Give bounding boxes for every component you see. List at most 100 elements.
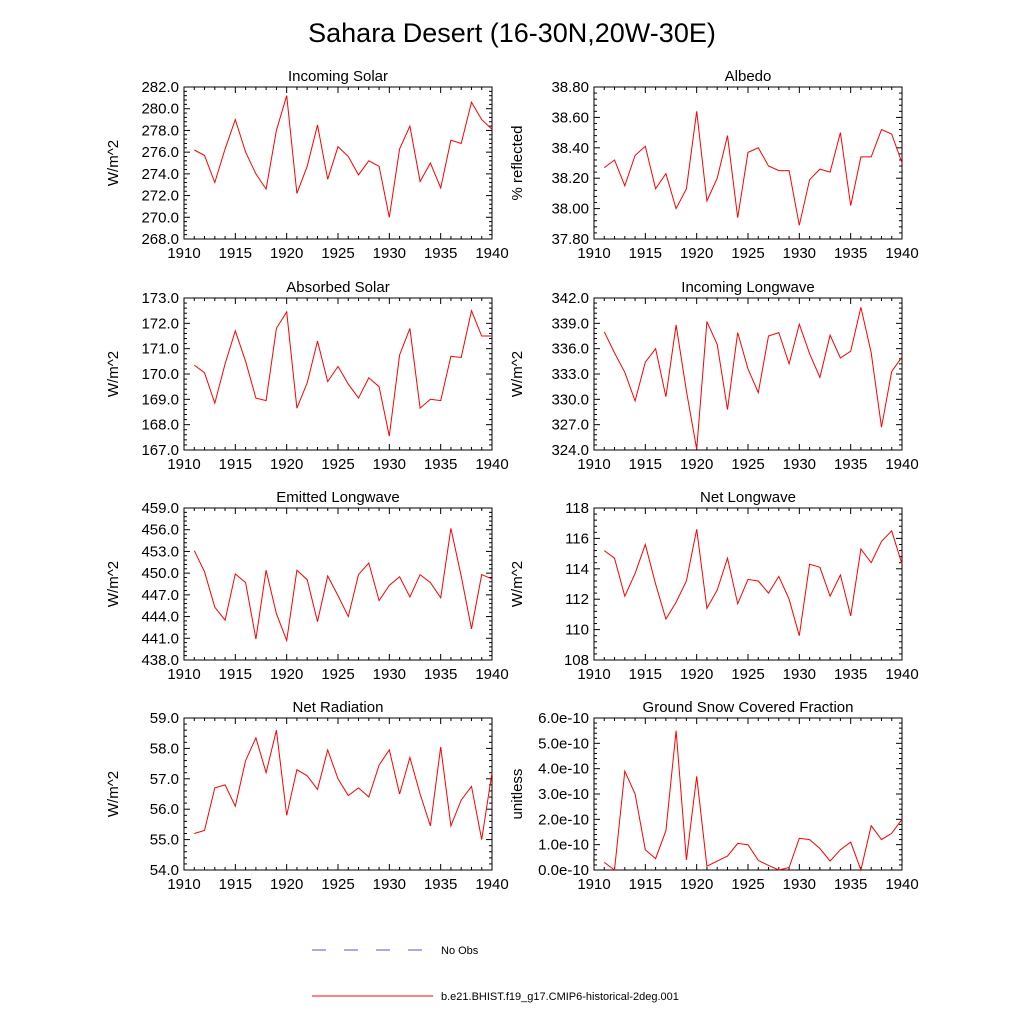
plot-frame bbox=[593, 86, 903, 240]
x-tick-label: 1920 bbox=[270, 456, 303, 473]
x-tick-label: 1915 bbox=[629, 245, 662, 262]
series-line bbox=[194, 730, 493, 840]
y-tick-label: 453.0 bbox=[141, 543, 179, 560]
series-line bbox=[194, 309, 492, 437]
x-tick-label: 1920 bbox=[270, 876, 303, 893]
x-tick-label: 1915 bbox=[629, 876, 662, 893]
panel-title: Absorbed Solar bbox=[286, 279, 389, 296]
x-tick-label: 1935 bbox=[834, 245, 867, 262]
y-axis-label: % reflected bbox=[509, 125, 526, 200]
y-tick-label: 38.20 bbox=[551, 170, 589, 187]
y-tick-label: 173.0 bbox=[141, 290, 179, 307]
y-tick-label: 168.0 bbox=[141, 417, 179, 434]
plot-frame bbox=[183, 507, 493, 661]
y-tick-label: 169.0 bbox=[141, 391, 179, 408]
x-tick-label: 1930 bbox=[783, 456, 816, 473]
y-axis-label: W/m^2 bbox=[105, 771, 122, 817]
panel-title: Net Radiation bbox=[293, 699, 384, 716]
y-tick-label: 282.0 bbox=[141, 79, 179, 96]
series-line bbox=[604, 111, 903, 226]
x-tick-label: 1935 bbox=[424, 245, 457, 262]
x-tick-label: 1915 bbox=[219, 666, 252, 683]
y-tick-label: 5.0e-10 bbox=[538, 735, 589, 752]
y-tick-label: 3.0e-10 bbox=[538, 786, 589, 803]
x-tick-label: 1935 bbox=[834, 456, 867, 473]
y-tick-label: 447.0 bbox=[141, 587, 179, 604]
x-tick-label: 1940 bbox=[885, 245, 918, 262]
x-tick-label: 1910 bbox=[167, 666, 200, 683]
panel-title: Albedo bbox=[725, 68, 772, 85]
x-tick-label: 1910 bbox=[577, 876, 610, 893]
panel-title: Emitted Longwave bbox=[276, 489, 399, 506]
y-tick-label: 438.0 bbox=[141, 652, 179, 669]
panel-3: Absorbed Solar 1910 1915 1920 1925 1930 1935 19… bbox=[105, 279, 509, 473]
y-tick-label: 167.0 bbox=[141, 442, 179, 459]
y-tick-label: 330.0 bbox=[551, 391, 589, 408]
y-tick-label: 54.0 bbox=[150, 862, 179, 879]
y-tick-label: 114 bbox=[565, 561, 589, 578]
y-tick-label: 274.0 bbox=[141, 166, 179, 183]
y-tick-label: 118 bbox=[565, 500, 589, 517]
x-tick-label: 1910 bbox=[577, 456, 610, 473]
x-tick-label: 1915 bbox=[629, 666, 662, 683]
y-tick-label: 342.0 bbox=[551, 290, 589, 307]
y-axis-label: W/m^2 bbox=[105, 351, 122, 397]
x-tick-label: 1925 bbox=[731, 456, 764, 473]
x-tick-label: 1925 bbox=[321, 456, 354, 473]
panel-title: Incoming Solar bbox=[288, 68, 388, 85]
x-tick-label: 1940 bbox=[885, 666, 918, 683]
x-tick-label: 1925 bbox=[321, 876, 354, 893]
x-tick-label: 1920 bbox=[270, 666, 303, 683]
y-tick-label: 278.0 bbox=[141, 122, 179, 139]
y-tick-label: 456.0 bbox=[141, 522, 179, 539]
x-tick-label: 1940 bbox=[475, 666, 508, 683]
x-tick-label: 1925 bbox=[321, 245, 354, 262]
y-tick-label: 268.0 bbox=[141, 231, 179, 248]
plot-frame bbox=[183, 297, 493, 451]
y-axis-label: W/m^2 bbox=[509, 561, 526, 607]
x-tick-label: 1935 bbox=[834, 876, 867, 893]
y-tick-label: 38.60 bbox=[551, 109, 589, 126]
y-axis-label: W/m^2 bbox=[509, 351, 526, 397]
plot-frame bbox=[593, 717, 903, 871]
x-tick-label: 1925 bbox=[731, 666, 764, 683]
y-tick-label: 339.0 bbox=[551, 315, 589, 332]
y-tick-label: 58.0 bbox=[150, 740, 179, 757]
y-tick-label: 171.0 bbox=[141, 341, 179, 358]
panel-1: Incoming Solar 1910 1915 1920 1925 1930 1935 19… bbox=[105, 68, 509, 262]
legend-model-label: b.e21.BHIST.f19_g17.CMIP6-historical-2de… bbox=[441, 991, 679, 1003]
y-tick-label: 37.80 bbox=[551, 231, 589, 248]
y-axis-label: unitless bbox=[509, 769, 526, 820]
x-tick-label: 1930 bbox=[783, 245, 816, 262]
x-tick-label: 1920 bbox=[680, 666, 713, 683]
panels-group: Incoming Solar 1910 1915 1920 1925 1930 1935 19… bbox=[105, 68, 919, 893]
x-tick-label: 1930 bbox=[373, 245, 406, 262]
x-tick-label: 1940 bbox=[885, 876, 918, 893]
x-tick-label: 1930 bbox=[783, 666, 816, 683]
y-tick-label: 38.40 bbox=[551, 140, 589, 157]
x-tick-label: 1910 bbox=[167, 245, 200, 262]
y-tick-label: 6.0e-10 bbox=[538, 710, 589, 727]
x-tick-label: 1920 bbox=[680, 245, 713, 262]
x-tick-label: 1930 bbox=[373, 666, 406, 683]
y-tick-label: 108 bbox=[564, 652, 589, 669]
y-tick-label: 38.80 bbox=[551, 79, 589, 96]
y-axis-label: W/m^2 bbox=[105, 561, 122, 607]
y-tick-label: 116 bbox=[565, 530, 589, 547]
y-tick-label: 327.0 bbox=[551, 417, 589, 434]
y-tick-label: 336.0 bbox=[551, 341, 589, 358]
x-tick-label: 1915 bbox=[629, 456, 662, 473]
series-line bbox=[193, 528, 493, 643]
y-tick-label: 441.0 bbox=[141, 630, 179, 647]
y-tick-label: 324.0 bbox=[551, 442, 589, 459]
y-tick-label: 56.0 bbox=[150, 801, 179, 818]
x-tick-label: 1940 bbox=[475, 876, 508, 893]
figure-title: Sahara Desert (16-30N,20W-30E) bbox=[308, 18, 716, 48]
panel-8: Ground Snow Covered Fraction 1910 1915 1920… bbox=[509, 699, 919, 893]
x-tick-label: 1930 bbox=[783, 876, 816, 893]
y-tick-label: 59.0 bbox=[150, 710, 179, 727]
y-tick-label: 4.0e-10 bbox=[538, 761, 589, 778]
y-tick-label: 1.0e-10 bbox=[538, 837, 589, 854]
y-tick-label: 270.0 bbox=[141, 209, 179, 226]
